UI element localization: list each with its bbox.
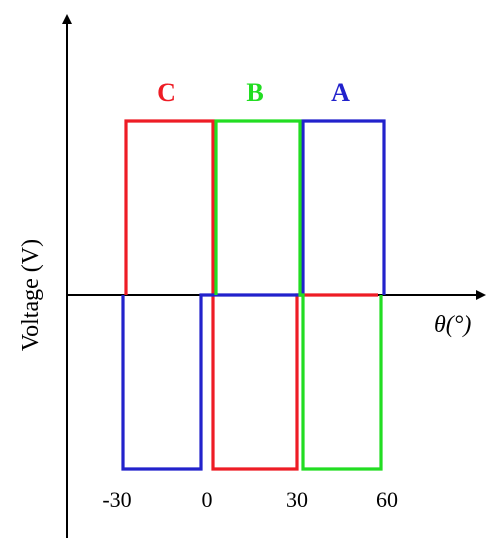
- x-tick-label: 60: [376, 487, 398, 512]
- x-tick-label: -30: [102, 487, 131, 512]
- series-layer: [121, 119, 386, 471]
- series-line-c: [124, 119, 378, 471]
- series-label-c: C: [157, 78, 176, 107]
- x-tick-label: 30: [286, 487, 308, 512]
- series-label-b: B: [246, 78, 263, 107]
- x-axis-label: θ(°): [434, 312, 471, 338]
- series-label-a: A: [331, 78, 350, 107]
- series-line-a: [121, 119, 386, 471]
- x-tick-label: 0: [202, 487, 213, 512]
- y-axis-label: Voltage (V): [18, 239, 44, 351]
- tick-layer: -30 0 30 60: [102, 487, 398, 512]
- series-line-b: [214, 119, 383, 471]
